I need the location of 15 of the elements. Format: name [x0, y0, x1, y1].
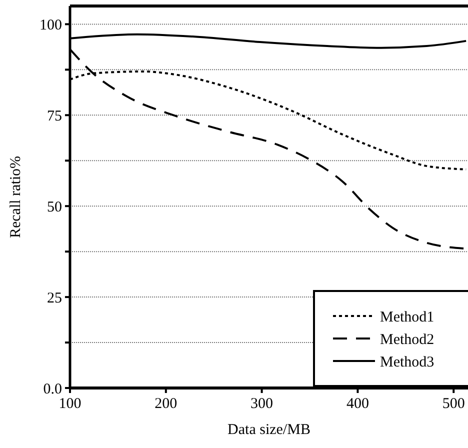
y-tick-label: 0.0 [43, 381, 62, 398]
x-tick-label: 100 [58, 396, 82, 412]
legend-label: Method2 [380, 332, 434, 348]
y-tick-label: 75 [47, 108, 62, 124]
y-tick-label: 100 [40, 17, 62, 34]
y-tick-label: 50 [47, 199, 62, 216]
x-tick-label: 500 [442, 396, 465, 412]
x-tick-label: 300 [250, 396, 274, 412]
y-tick-label: 25 [47, 290, 62, 306]
y-axis-title: Recall ratio% [8, 156, 24, 238]
x-tick-label: 200 [154, 396, 178, 412]
x-axis-title: Data size/MB [228, 422, 310, 438]
x-tick-label: 400 [346, 396, 369, 412]
legend-label: Method1 [380, 309, 434, 326]
legend-label: Method3 [380, 354, 434, 370]
